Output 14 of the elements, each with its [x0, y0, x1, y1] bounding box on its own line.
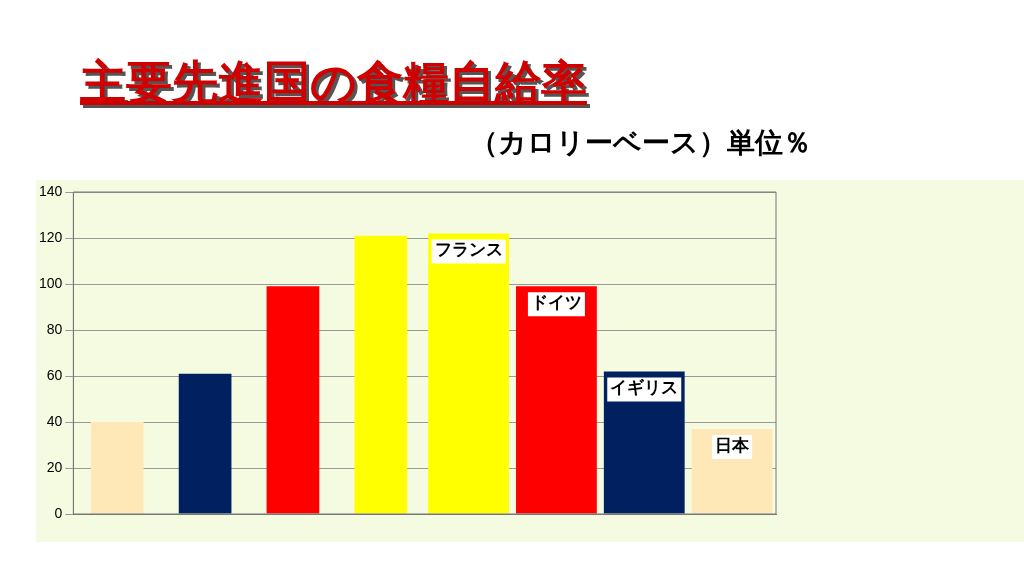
y-tick-label: 60	[46, 366, 63, 383]
y-tick-label: 140	[39, 182, 63, 199]
chart-subtitle: （カロリーベース）単位％	[470, 125, 811, 161]
y-tick-label: 120	[39, 228, 63, 245]
x-tick-label: フランス	[434, 239, 503, 260]
y-tick-label: 0	[54, 504, 63, 521]
x-tick-label: イギリス	[610, 377, 679, 398]
y-tick-label: 20	[46, 458, 63, 475]
x-tick-label: 日本	[715, 434, 751, 455]
x-tick-label: ドイツ	[530, 292, 582, 313]
y-tick-label: 40	[46, 412, 63, 429]
y-tick-label: 80	[46, 320, 63, 337]
y-tick-label: 100	[39, 274, 63, 291]
chart-title: 主要先進国の食糧自給率	[80, 54, 587, 111]
